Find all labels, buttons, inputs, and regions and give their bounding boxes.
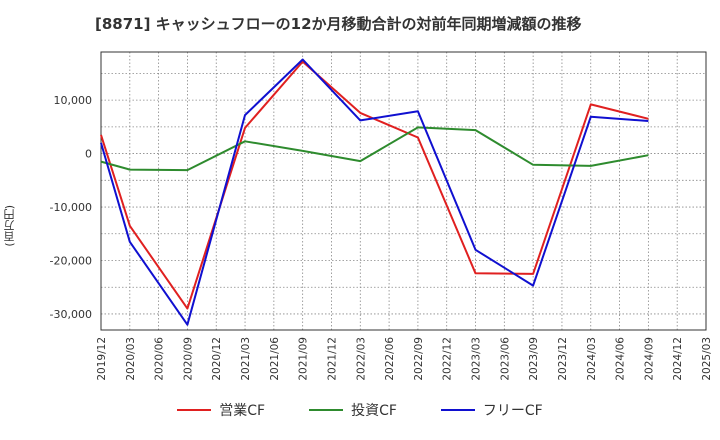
legend-swatch (440, 409, 475, 411)
x-tick-label: 2021/06 (269, 337, 281, 381)
x-tick-label: 2025/03 (701, 337, 713, 381)
legend-item: 投資CF (309, 400, 397, 420)
x-tick-label: 2022/06 (384, 337, 396, 381)
series-line-フリーCF (100, 58, 649, 326)
x-tick-label: 2020/09 (182, 337, 194, 381)
legend-item: 営業CF (177, 400, 265, 420)
plot-area (101, 52, 706, 330)
legend-item: フリーCF (440, 400, 543, 420)
x-tick-label: 2022/12 (442, 337, 454, 381)
series-line-営業CF (100, 60, 649, 310)
y-tick-label: 10,000 (54, 94, 93, 107)
x-tick-label: 2022/09 (413, 337, 425, 381)
x-tick-label: 2021/09 (298, 337, 310, 381)
y-tick-label: -10,000 (50, 201, 92, 214)
x-tick-label: 2021/03 (240, 337, 252, 381)
x-tick-label: 2019/12 (96, 337, 108, 381)
x-tick-label: 2020/12 (211, 337, 223, 381)
x-tick-label: 2022/03 (355, 337, 367, 381)
legend-label: フリーCF (482, 403, 543, 419)
legend-swatch (177, 409, 212, 411)
y-tick-label: -20,000 (50, 255, 92, 268)
x-tick-label: 2024/06 (615, 337, 627, 381)
legend-swatch (309, 409, 344, 411)
chart-title: [8871] キャッシュフローの12か月移動合計の対前年同期増減額の推移 (95, 15, 582, 33)
x-tick-label: 2024/12 (672, 337, 684, 381)
x-tick-label: 2023/03 (471, 337, 483, 381)
x-tick-label: 2020/06 (154, 337, 166, 381)
x-tick-label: 2023/09 (528, 337, 540, 381)
x-tick-label: 2023/12 (557, 337, 569, 381)
legend-label: 投資CF (351, 403, 397, 419)
series-line-投資CF (100, 126, 649, 172)
plot-frame (100, 51, 707, 331)
x-tick-label: 2021/12 (326, 337, 338, 381)
x-tick-label: 2024/09 (643, 337, 655, 381)
x-tick-label: 2020/03 (125, 337, 137, 381)
x-tick-label: 2024/03 (586, 337, 598, 381)
legend-label: 営業CF (219, 403, 266, 419)
legend: 営業CF 投資CF フリーCF (0, 400, 720, 420)
y-tick-label: 0 (85, 148, 92, 161)
y-tick-label: -30,000 (50, 308, 92, 321)
x-tick-label: 2023/06 (499, 337, 511, 381)
